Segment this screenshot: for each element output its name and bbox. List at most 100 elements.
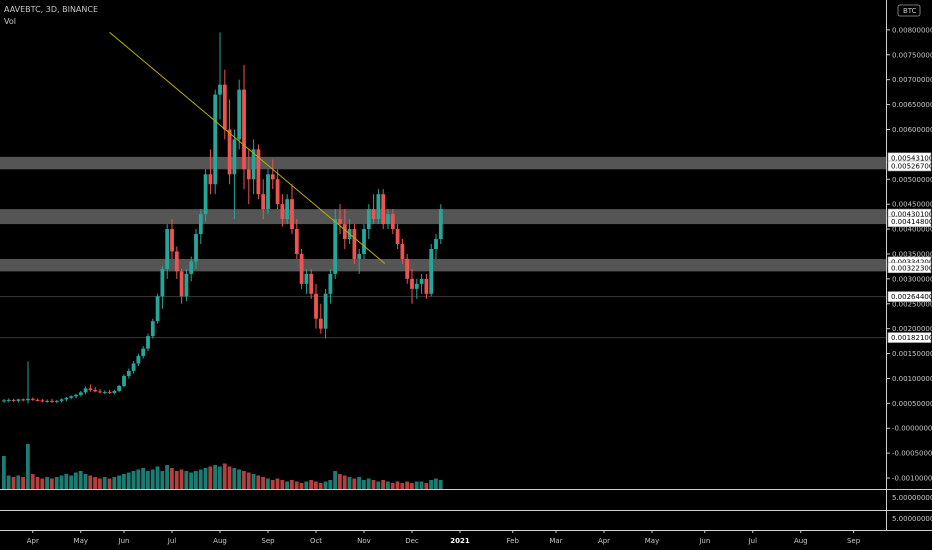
volume-bar — [83, 474, 88, 489]
candle-body — [309, 273, 314, 294]
candle-body — [102, 391, 107, 393]
price-tick-label: 0.00250000 — [892, 300, 932, 308]
price-label-box — [887, 160, 932, 172]
candle-body — [314, 293, 318, 319]
trendline[interactable] — [109, 31, 386, 264]
volume-bar — [386, 481, 390, 489]
candle-body — [434, 239, 438, 249]
volume-bar — [261, 477, 265, 489]
volume-bar — [16, 475, 21, 489]
price-tick-label: 0.00750000 — [892, 51, 932, 59]
candle-body — [21, 399, 26, 401]
candle-body — [40, 400, 45, 402]
volume-bar — [429, 480, 433, 489]
volume-bar — [222, 463, 227, 489]
price-tick-label: 0.00400000 — [892, 226, 932, 234]
candle-body — [362, 229, 366, 254]
candle-body — [386, 214, 390, 225]
time-tick-label: Mar — [549, 537, 562, 545]
volume-bar — [146, 471, 150, 489]
volume-bar — [165, 465, 169, 489]
volume-bar — [141, 468, 145, 489]
candle-body — [136, 356, 141, 364]
time-tick-label: Sep — [847, 537, 861, 545]
volume-bar — [266, 478, 270, 489]
price-label-box — [887, 216, 932, 227]
candle-body — [11, 399, 16, 401]
volume-bar — [371, 480, 376, 489]
volume-bar — [208, 466, 213, 489]
time-tick-label: Apr — [27, 537, 39, 545]
volume-bar — [314, 481, 318, 489]
volume-bar — [338, 474, 342, 489]
candle-body — [146, 336, 150, 349]
candle-body — [35, 399, 40, 401]
volume-bar — [93, 477, 97, 489]
volume-bar — [78, 471, 83, 489]
price-label: 0.00322300 — [891, 264, 932, 272]
candle-body — [208, 174, 213, 185]
volume-bar — [376, 481, 381, 489]
volume-bar — [131, 471, 136, 489]
candle-body — [194, 234, 198, 262]
price-label-box — [887, 262, 932, 274]
volume-bar — [242, 471, 246, 489]
price-tick-label: -0.00100000 — [892, 475, 932, 483]
candle-body — [213, 94, 218, 185]
volume-bar — [280, 480, 285, 489]
volume-bar — [347, 477, 352, 489]
candle-body — [88, 388, 93, 390]
candle-body — [160, 268, 165, 297]
candle-body — [294, 229, 299, 254]
volume-bar — [299, 483, 304, 489]
price-tick-label: 0.00200000 — [892, 325, 932, 333]
volume-bar — [218, 466, 222, 489]
candle-body — [270, 174, 275, 180]
volume-bar — [155, 466, 160, 489]
sr-zone — [0, 156, 886, 170]
candle-body — [261, 194, 266, 210]
volume-bar — [50, 478, 54, 489]
sr-zone — [0, 209, 886, 225]
time-tick-label: Oct — [310, 537, 322, 545]
volume-bar — [323, 481, 328, 489]
volume-bar — [40, 478, 45, 489]
time-tick-label: 2021 — [450, 537, 470, 545]
volume-bar — [102, 477, 107, 489]
candle-body — [237, 89, 242, 140]
candle-body — [381, 194, 386, 225]
volume-bar — [98, 478, 102, 489]
price-label: 0.00264400 — [891, 293, 932, 301]
volume-bar — [275, 478, 280, 489]
volume-bar — [290, 480, 294, 489]
candle-body — [59, 399, 64, 401]
price-label: 0.00414800 — [891, 218, 932, 226]
volume-bar — [170, 468, 174, 489]
volume-bar — [126, 472, 131, 489]
volume-bar — [366, 478, 371, 489]
volume-bar — [2, 456, 6, 489]
price-label-box — [887, 332, 932, 343]
volume-bar — [21, 477, 25, 489]
volume-bar — [395, 481, 400, 489]
volume-bar — [414, 481, 419, 489]
candle-body — [155, 296, 160, 322]
candle-body — [93, 389, 98, 392]
candle-body — [275, 179, 280, 205]
volume-bar — [318, 483, 323, 489]
volume-bar — [309, 480, 313, 489]
candle-body — [179, 271, 184, 297]
candle-body — [400, 244, 405, 259]
volume-bar — [88, 475, 93, 489]
price-tick-label: 0.00350000 — [892, 250, 932, 258]
currency-button[interactable] — [897, 4, 921, 17]
candle-body — [6, 399, 11, 401]
volume-bar — [11, 477, 16, 489]
volume-bar — [362, 480, 366, 489]
volume-tick-label: 5.00000000 — [892, 515, 932, 523]
candle-body — [318, 318, 323, 329]
candle-body — [2, 400, 6, 402]
time-tick-label: Jun — [698, 537, 710, 545]
candle-body — [256, 149, 261, 195]
